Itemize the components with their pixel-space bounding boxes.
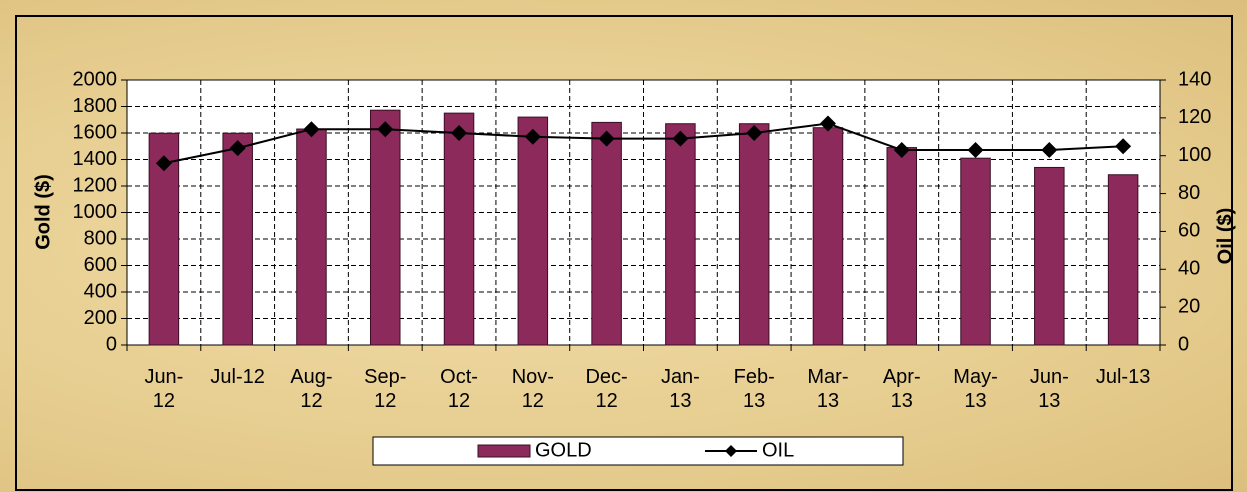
x-tick-label: Jul-13 [1095,366,1151,388]
legend-swatch [477,444,531,458]
x-tick-label: Apr-13 [882,366,921,412]
bar [665,123,696,346]
y2-tick-label: 0 [1178,333,1189,355]
marker [1041,142,1058,159]
x-tick-label: Jun-12 [144,366,184,412]
marker [524,128,541,145]
y2-tick-label: 60 [1178,220,1200,242]
bar [517,116,549,346]
y2-tick-label: 120 [1178,106,1211,128]
legend [372,436,904,466]
marker [451,125,468,141]
x-tick-label: Dec-12 [585,366,628,412]
y-tick-label: 800 [84,227,117,249]
x-tick-label: Mar-13 [807,366,849,412]
x-tick-label: Aug-12 [290,366,333,412]
x-tick-label: May-13 [953,366,998,412]
bar [960,157,991,346]
marker [303,121,320,138]
x-tick-label: Sep-12 [364,366,407,412]
y-tick-label: 1800 [73,95,118,117]
y2-tick-label: 140 [1178,68,1211,90]
bar [812,127,844,346]
x-tick-label: Jul-12 [210,366,265,388]
bar [1107,174,1139,346]
bar [738,123,770,346]
x-tick-label: Jan-13 [660,366,700,412]
y2-axis-label: Oil ($) [1214,208,1236,265]
y2-tick-label: 100 [1178,144,1211,166]
marker [967,142,984,159]
marker [893,142,910,159]
y-tick-label: 0 [106,333,117,355]
y-tick-label: 1400 [73,148,118,170]
marker [819,115,836,132]
x-tick-label: Oct-12 [440,366,478,412]
marker [672,130,689,147]
marker [746,125,763,141]
x-tick-label: Jun-13 [1029,366,1069,412]
legend-label: GOLD [535,439,592,461]
y2-tick-label: 80 [1178,182,1200,204]
marker [229,140,246,157]
y-axis-label: Gold ($) [32,174,54,250]
y-tick-label: 400 [84,280,117,302]
bar [222,132,253,346]
line [163,122,1124,165]
bar [591,121,622,346]
y-tick-label: 200 [84,307,117,329]
y2-tick-label: 20 [1178,295,1200,317]
frame [15,15,1233,491]
y-tick-label: 2000 [73,68,118,90]
legend-label: OIL [762,439,794,461]
x-tick-label: Nov-12 [511,366,554,412]
legend-marker [725,445,737,457]
bar [886,147,918,346]
y2-tick-label: 40 [1178,258,1200,280]
bar [369,109,401,346]
bar [296,128,327,346]
y-tick-label: 1200 [73,174,118,196]
y-tick-label: 1000 [73,201,118,223]
marker [377,121,394,138]
bar [443,112,475,346]
marker [155,155,172,172]
bar [1034,166,1065,346]
y-tick-label: 600 [84,254,117,276]
marker [1115,138,1132,155]
marker [598,130,615,147]
y-tick-label: 1600 [73,121,118,143]
x-tick-label: Feb-13 [733,366,775,412]
